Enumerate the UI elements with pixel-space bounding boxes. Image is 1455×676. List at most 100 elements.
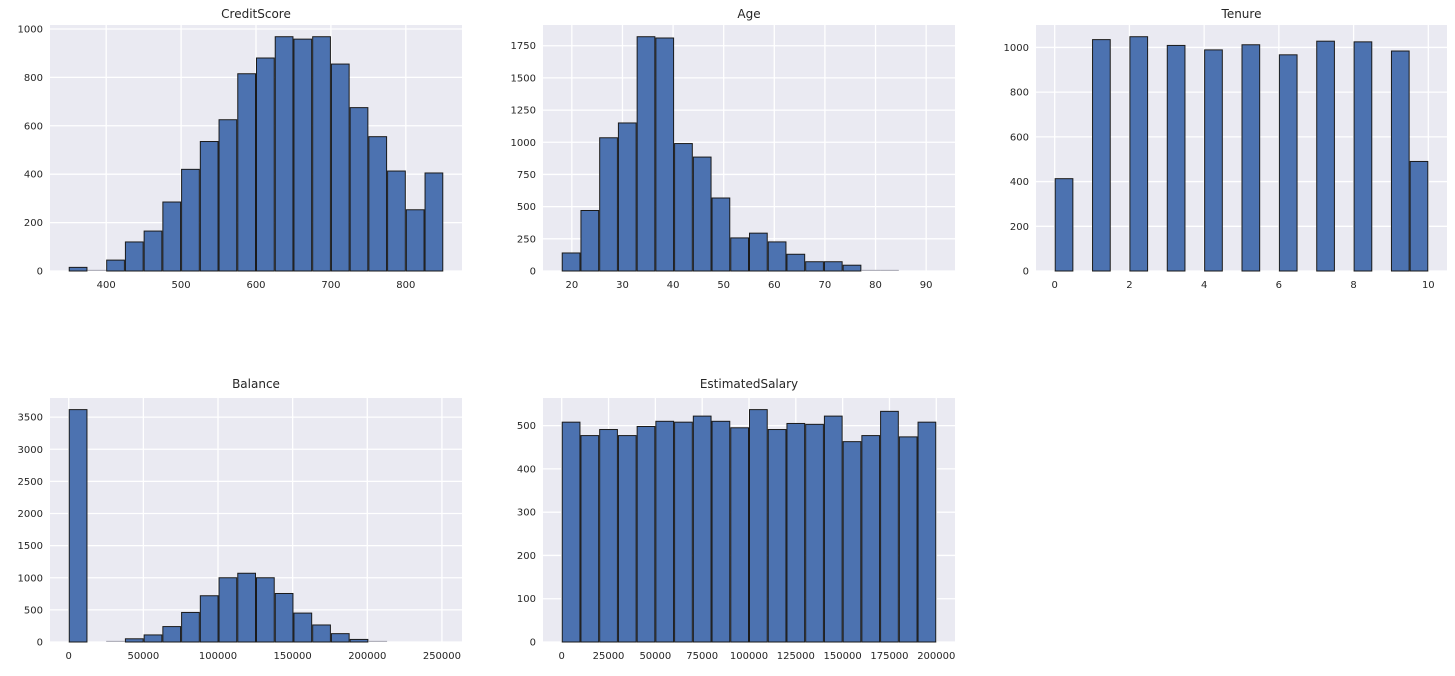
- histogram-bar: [349, 107, 369, 272]
- y-tick-label: 0: [37, 638, 43, 649]
- histogram-bar: [330, 633, 350, 643]
- y-tick-label: 2000: [18, 509, 43, 520]
- histogram-bar: [823, 415, 843, 643]
- histogram-bar: [218, 119, 238, 272]
- histogram-bar: [293, 38, 313, 272]
- x-tick-label: 30: [616, 280, 629, 291]
- chart-title-tenure: Tenure: [1221, 7, 1262, 21]
- y-tick-label: 1500: [511, 73, 536, 84]
- y-tick-label: 200: [24, 218, 43, 229]
- histogram-bar: [599, 137, 618, 272]
- y-tick-label: 200: [1010, 222, 1029, 233]
- histogram-bar: [599, 429, 618, 643]
- x-tick-label: 800: [396, 280, 415, 291]
- x-tick-label: 50000: [127, 651, 159, 662]
- histogram-bar: [711, 420, 731, 643]
- histogram-bar: [274, 592, 294, 643]
- y-tick-label: 750: [517, 170, 536, 181]
- histogram-bar: [274, 36, 294, 272]
- histogram-bar: [655, 420, 675, 643]
- histogram-bar: [1129, 36, 1149, 272]
- histogram-bar: [1166, 44, 1186, 272]
- x-tick-label: 200000: [348, 651, 386, 662]
- x-tick-label: 2: [1126, 280, 1132, 291]
- x-tick-label: 60: [768, 280, 781, 291]
- y-tick-label: 2500: [18, 477, 43, 488]
- y-tick-label: 800: [1010, 88, 1029, 99]
- x-tick-label: 500: [172, 280, 191, 291]
- histogram-bar: [1316, 40, 1335, 272]
- x-tick-label: 125000: [777, 651, 815, 662]
- histogram-bar: [312, 624, 331, 643]
- histogram-bar: [162, 201, 182, 272]
- y-tick-label: 300: [517, 508, 536, 519]
- x-tick-label: 100000: [730, 651, 768, 662]
- histogram-bar: [1092, 39, 1111, 272]
- histogram-bar: [617, 435, 637, 643]
- x-tick-label: 70: [819, 280, 832, 291]
- histogram-bar: [786, 253, 806, 272]
- histogram-bar: [368, 136, 388, 272]
- y-tick-label: 500: [517, 421, 536, 432]
- histogram-bar: [349, 638, 369, 643]
- histogram-bar: [767, 429, 787, 643]
- histogram-bar: [749, 232, 768, 272]
- histogram-bar: [181, 168, 200, 272]
- x-tick-label: 100000: [199, 651, 237, 662]
- chart-title-balance: Balance: [232, 377, 280, 391]
- histogram-bar-tiny: [861, 269, 881, 271]
- histogram-bar: [861, 435, 881, 643]
- histogram-bar: [124, 638, 144, 643]
- chart-title-creditscore: CreditScore: [221, 7, 291, 21]
- x-tick-label: 0: [1051, 280, 1057, 291]
- histogram-bar: [1054, 178, 1074, 272]
- histogram-bar: [424, 172, 444, 272]
- x-tick-label: 75000: [686, 651, 718, 662]
- y-tick-label: 0: [37, 267, 43, 278]
- x-tick-label: 90: [920, 280, 933, 291]
- x-tick-label: 400: [97, 280, 116, 291]
- x-tick-label: 175000: [870, 651, 908, 662]
- x-tick-label: 8: [1350, 280, 1356, 291]
- histogram-bar: [162, 626, 182, 643]
- histogram-bar: [636, 425, 656, 643]
- histogram-bar: [405, 209, 425, 272]
- histogram-bar: [842, 441, 862, 643]
- histogram-bar: [330, 63, 350, 272]
- histogram-bar-tiny: [106, 640, 125, 642]
- histogram-bar: [674, 421, 693, 643]
- histogram-bar: [1241, 44, 1261, 272]
- y-tick-label: 1250: [511, 106, 536, 117]
- x-tick-label: 150000: [274, 651, 312, 662]
- x-tick-label: 25000: [593, 651, 625, 662]
- histogram-bar-tiny: [87, 269, 107, 271]
- histogram-bar: [842, 264, 862, 272]
- histogram-bar: [805, 261, 824, 272]
- y-tick-label: 500: [24, 605, 43, 616]
- histogram-bar: [68, 266, 88, 272]
- histogram-bar: [730, 427, 749, 643]
- histogram-bar: [580, 209, 600, 272]
- y-tick-label: 1000: [18, 573, 43, 584]
- y-tick-label: 600: [1010, 132, 1029, 143]
- x-tick-label: 6: [1276, 280, 1282, 291]
- histogram-bar: [256, 57, 275, 272]
- histogram-bar: [692, 415, 712, 643]
- x-tick-label: 700: [321, 280, 340, 291]
- x-tick-label: 200000: [917, 651, 955, 662]
- histogram-bar: [124, 241, 144, 272]
- histogram-bar: [674, 143, 693, 272]
- y-tick-label: 400: [1010, 177, 1029, 188]
- histogram-bar: [199, 595, 219, 643]
- x-tick-label: 250000: [423, 651, 461, 662]
- histogram-bar: [218, 577, 238, 643]
- histogram-bar: [237, 572, 256, 643]
- histogram-bar: [256, 577, 275, 643]
- histogram-bar: [692, 156, 712, 272]
- histogram-bar: [181, 611, 200, 643]
- histogram-bar: [580, 435, 600, 643]
- histogram-bar: [143, 634, 163, 643]
- histogram-bar: [199, 141, 219, 272]
- histogram-bar: [786, 422, 806, 643]
- x-tick-label: 50: [717, 280, 730, 291]
